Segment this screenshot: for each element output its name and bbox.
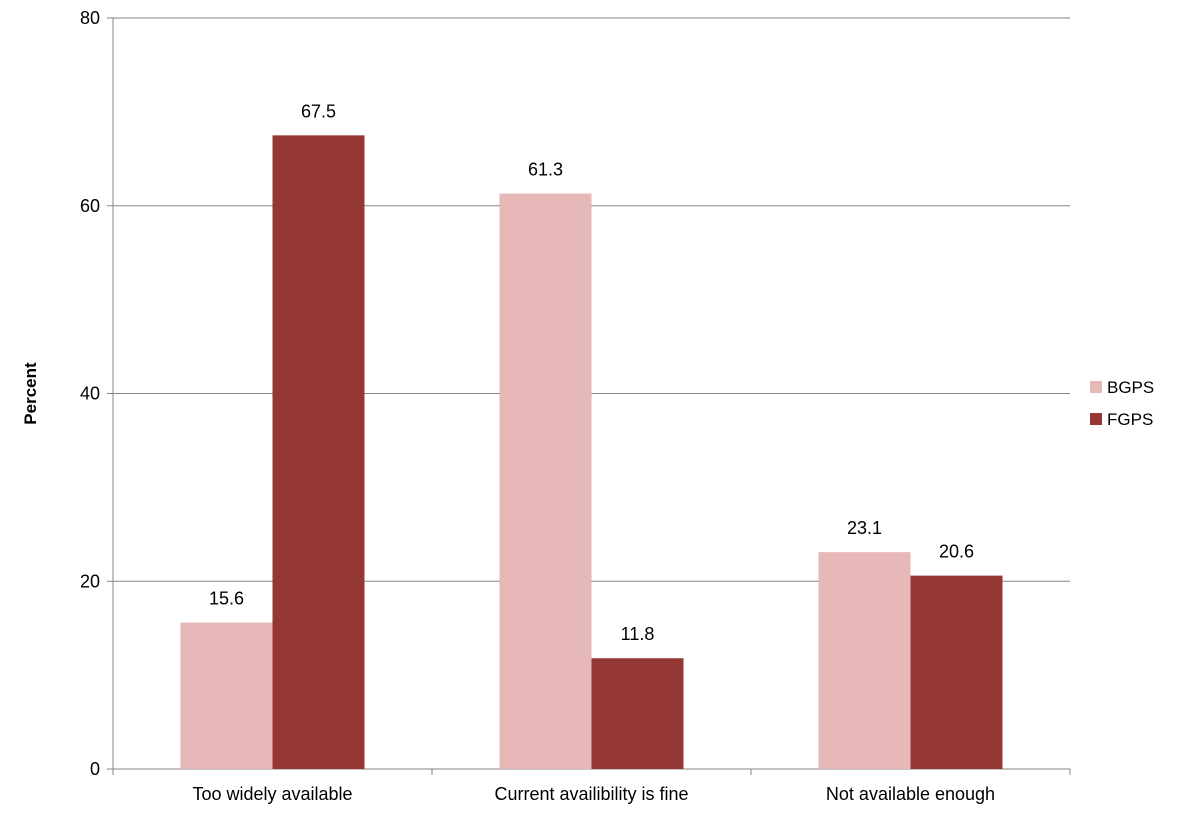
data-label: 61.3 [528, 160, 563, 180]
y-tick-label: 40 [80, 384, 100, 404]
bar-bgps [818, 552, 911, 769]
legend-label-bgps: BGPS [1107, 378, 1154, 397]
y-tick-label: 80 [80, 8, 100, 28]
bar-bgps [180, 622, 273, 769]
data-label: 11.8 [621, 624, 655, 644]
x-category-label: Not available enough [826, 784, 995, 804]
y-tick-label: 20 [80, 571, 100, 591]
legend-swatch-bgps [1090, 381, 1102, 393]
data-label: 15.6 [209, 589, 244, 609]
y-axis-title: Percent [21, 362, 40, 425]
x-category-label: Too widely available [192, 784, 352, 804]
data-label: 20.6 [939, 542, 974, 562]
data-label: 67.5 [301, 101, 336, 121]
bar-bgps [499, 193, 592, 769]
y-tick-label: 60 [80, 196, 100, 216]
legend-label-fgps: FGPS [1107, 410, 1153, 429]
bar-fgps [272, 135, 365, 769]
x-category-label: Current availibility is fine [494, 784, 688, 804]
bar-fgps [910, 575, 1003, 769]
legend-swatch-fgps [1090, 413, 1102, 425]
y-tick-label: 0 [90, 759, 100, 779]
bar-fgps [591, 658, 684, 769]
data-label: 23.1 [847, 518, 882, 538]
